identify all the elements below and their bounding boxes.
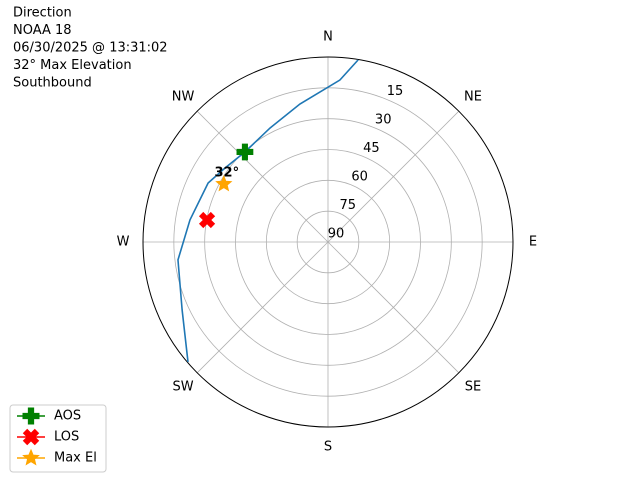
plot: N NE E SE S SW W NW 15 30 45 60 75 90 32° [117, 30, 538, 455]
legend-label: LOS [54, 430, 79, 445]
legend-label: Max El [54, 451, 97, 466]
legend-marker [22, 448, 40, 466]
theta-tick-label: E [529, 235, 537, 250]
legend: AOS LOS Max El [9, 404, 107, 473]
marker-star [215, 174, 233, 192]
theta-tick-label: S [324, 440, 332, 455]
grid-spoke [196, 110, 329, 243]
polar-frame [142, 56, 514, 428]
grid-spoke [327, 241, 460, 374]
legend-marker [22, 428, 40, 446]
legend-label: AOS [54, 409, 81, 424]
title-line: Direction [13, 6, 72, 21]
theta-tick-label: NE [464, 90, 482, 105]
marker-x [198, 211, 216, 229]
track-line [177, 59, 359, 363]
marker-plus [236, 143, 254, 161]
theta-tick-label: N [323, 30, 333, 45]
grid-spoke [327, 110, 460, 243]
r-tick-label: 60 [351, 170, 368, 185]
data-label: 32° [215, 166, 240, 181]
title-line: 32° Max Elevation [13, 58, 132, 73]
title-line: 06/30/2025 @ 13:31:02 [13, 41, 168, 56]
r-tick-label: 75 [340, 198, 357, 213]
title-block: Direction NOAA 18 06/30/2025 @ 13:31:02 32°… [13, 6, 168, 91]
legend-marker [22, 407, 40, 425]
grid-spoke [196, 241, 329, 374]
theta-tick-label: W [117, 235, 130, 250]
theta-tick-label: NW [172, 90, 195, 105]
r-tick-label: 90 [328, 227, 345, 242]
r-tick-label: 45 [363, 141, 380, 156]
title-line: Southbound [13, 76, 92, 91]
title-line: NOAA 18 [13, 23, 72, 38]
r-tick-label: 30 [375, 113, 392, 128]
theta-tick-label: SW [172, 379, 193, 394]
r-tick-label: 15 [387, 84, 404, 99]
theta-tick-label: SE [465, 379, 481, 394]
